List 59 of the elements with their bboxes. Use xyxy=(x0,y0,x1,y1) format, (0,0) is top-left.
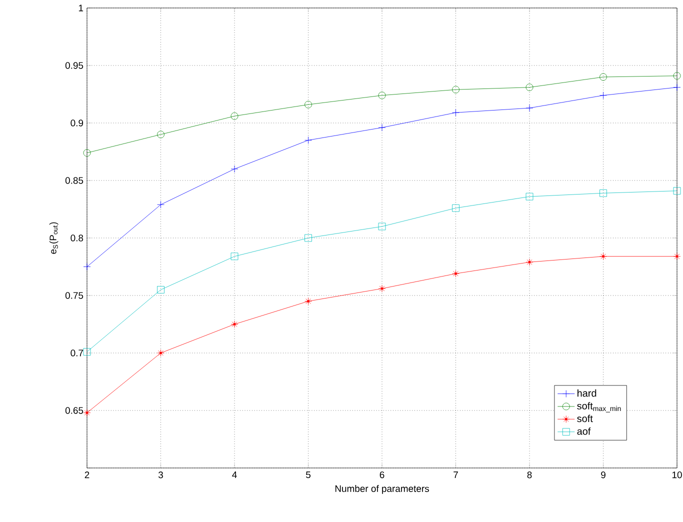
y-tick-label: 1 xyxy=(78,4,84,12)
point xyxy=(157,286,164,294)
x-tick-label: 8 xyxy=(527,472,532,478)
x-tick-label: 6 xyxy=(380,472,384,478)
point xyxy=(304,136,312,144)
point xyxy=(673,84,681,92)
x-tick-label: 2 xyxy=(84,472,90,478)
point xyxy=(452,204,460,212)
point xyxy=(83,409,91,416)
point xyxy=(526,104,534,112)
x-tick-label: 4 xyxy=(232,472,237,478)
legend-label: soft$_{max_min}$ xyxy=(577,402,621,412)
x-tick-label: 3 xyxy=(158,472,163,478)
point xyxy=(304,234,312,242)
point xyxy=(526,192,534,200)
point xyxy=(600,73,607,81)
point xyxy=(673,252,681,260)
legend-label: soft xyxy=(577,414,593,422)
y-tick-label: 0.75 xyxy=(65,292,84,299)
x-tick-label: 5 xyxy=(306,472,310,478)
y-tick-label: 0.8 xyxy=(70,234,84,242)
point xyxy=(83,263,91,270)
x-tick-label: 10 xyxy=(672,472,682,478)
point xyxy=(378,284,386,292)
point xyxy=(304,298,312,305)
point xyxy=(452,270,460,278)
y-tick-label: 0.7 xyxy=(70,350,84,356)
point xyxy=(230,165,238,173)
y-tick-label: 0.85 xyxy=(65,177,84,184)
point xyxy=(230,252,238,260)
legend-label: aof xyxy=(577,427,591,435)
point xyxy=(600,252,607,260)
point xyxy=(600,92,607,100)
point xyxy=(452,108,460,116)
point xyxy=(157,349,164,357)
point xyxy=(526,84,534,92)
point xyxy=(378,92,386,100)
point xyxy=(230,112,238,120)
point xyxy=(157,200,164,208)
y-tick-label: 0.95 xyxy=(65,62,84,69)
x-axis-title: Number of parameters xyxy=(335,485,429,494)
point xyxy=(378,124,386,132)
legend-label: hard xyxy=(578,389,596,397)
y-tick-label: 0.65 xyxy=(65,407,84,414)
point xyxy=(452,86,460,94)
point xyxy=(673,72,681,80)
x-tick-label: 7 xyxy=(454,472,458,478)
point xyxy=(378,222,386,230)
x-tick-label: 9 xyxy=(601,472,606,478)
point xyxy=(230,320,238,328)
point xyxy=(600,189,607,197)
point xyxy=(157,130,164,138)
point xyxy=(526,258,534,266)
point xyxy=(83,348,91,356)
point xyxy=(83,149,91,157)
point xyxy=(304,100,312,108)
y-tick-label: 0.9 xyxy=(70,120,84,126)
point xyxy=(673,187,681,195)
y-axis-title: e$_{S}$(P$_{out}$) xyxy=(49,222,58,254)
